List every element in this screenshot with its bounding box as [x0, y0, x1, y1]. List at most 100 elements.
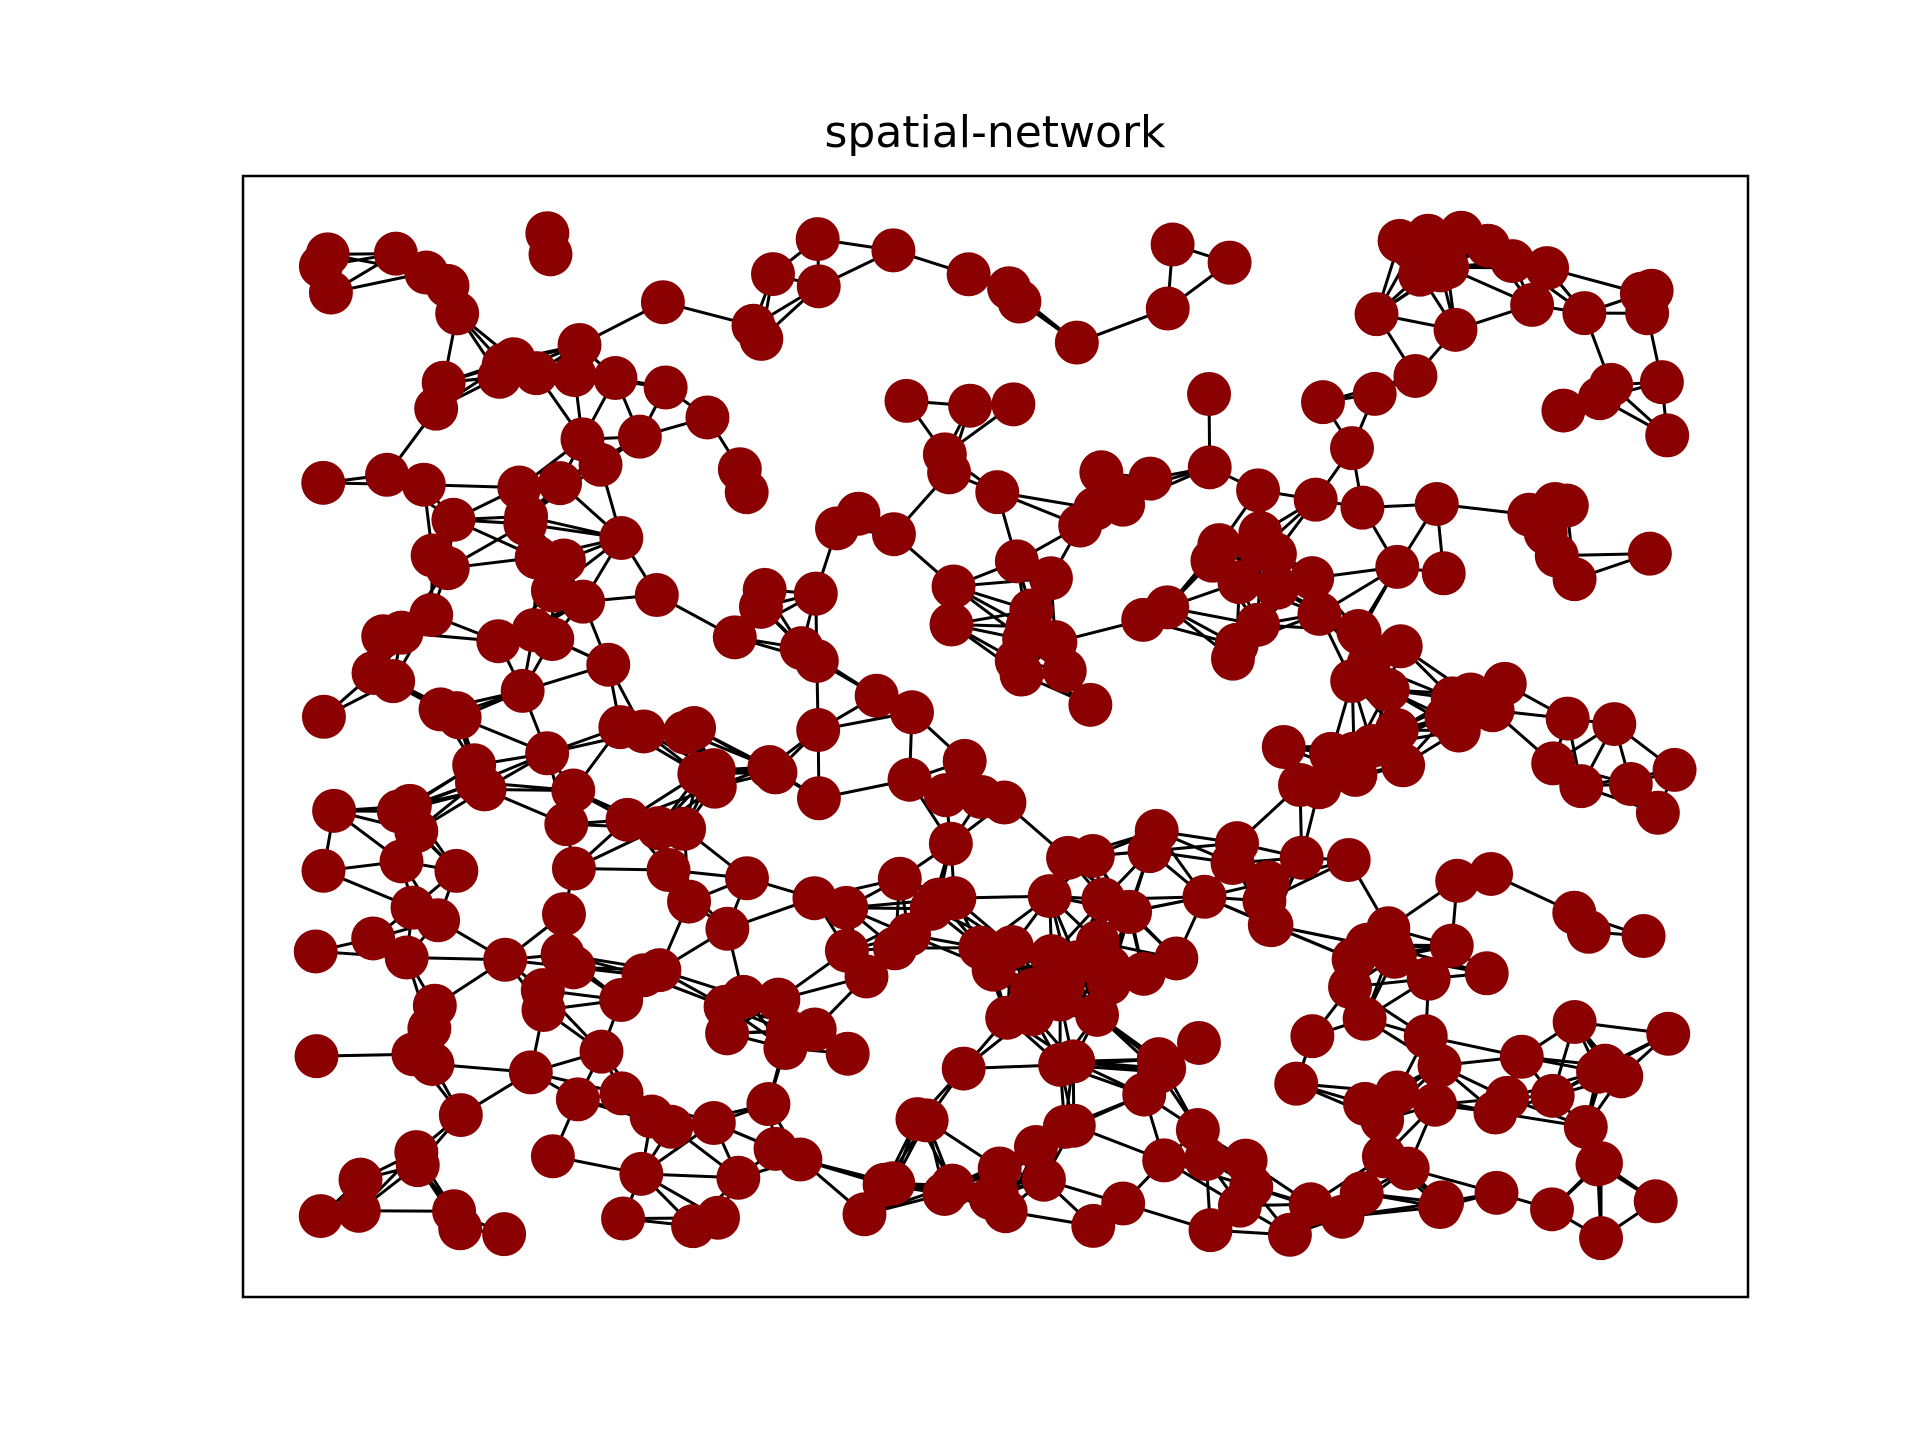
network-node — [1188, 1208, 1233, 1253]
network-node — [1300, 380, 1345, 425]
network-node — [1403, 1014, 1448, 1059]
network-node — [431, 497, 476, 542]
network-node — [990, 925, 1035, 970]
network-node — [1464, 951, 1509, 996]
network-node — [871, 1161, 916, 1206]
network-node — [685, 395, 730, 440]
network-node — [1330, 659, 1375, 704]
network-node — [1393, 353, 1438, 398]
network-node — [987, 266, 1032, 311]
network-node — [1079, 450, 1124, 495]
network-node — [1418, 1185, 1463, 1230]
network-node — [1391, 226, 1436, 271]
network-node — [1255, 565, 1300, 610]
network-node — [1566, 909, 1611, 954]
network-node — [401, 462, 446, 507]
network-node — [404, 250, 449, 295]
network-node — [538, 461, 583, 506]
network-node — [1350, 723, 1395, 768]
network-node — [579, 1029, 624, 1074]
network-node — [1365, 667, 1410, 712]
network-node — [530, 1134, 575, 1179]
network-node — [557, 322, 602, 367]
network-node — [923, 773, 968, 818]
network-node — [929, 602, 974, 647]
network-node — [948, 383, 993, 428]
network-node — [975, 470, 1020, 515]
network-node — [634, 573, 679, 618]
network-node — [500, 668, 545, 713]
network-node — [1054, 320, 1099, 365]
network-node — [1575, 1142, 1620, 1187]
network-node — [525, 731, 570, 776]
network-node — [716, 1155, 761, 1200]
chart-title: spatial-network — [824, 107, 1166, 158]
network-node — [438, 1093, 483, 1138]
network-node — [1070, 833, 1115, 878]
network-node — [932, 876, 977, 921]
network-node — [643, 365, 688, 410]
network-node — [1068, 682, 1113, 727]
network-node — [617, 414, 662, 459]
network-node — [1187, 445, 1232, 490]
network-node — [1033, 620, 1078, 665]
network-node — [887, 757, 932, 802]
network-node — [1406, 956, 1451, 1001]
network-node — [889, 690, 934, 735]
network-node — [521, 987, 566, 1032]
network-node — [792, 1007, 837, 1052]
network-node — [941, 1046, 986, 1091]
network-node — [1592, 702, 1637, 747]
network-node — [1360, 1098, 1405, 1143]
network-node — [999, 652, 1044, 697]
network-node — [1176, 1020, 1221, 1065]
network-node — [1290, 1014, 1335, 1059]
network-node — [1621, 914, 1666, 959]
network-node — [640, 280, 685, 325]
network-node — [1175, 1107, 1220, 1152]
network-node — [844, 954, 889, 999]
plot-frame — [241, 174, 1750, 1299]
network-node — [514, 535, 559, 580]
network-node — [958, 925, 1003, 970]
network-node — [293, 929, 338, 974]
network-node — [1652, 747, 1697, 792]
network-node — [1552, 557, 1597, 602]
network-node — [1433, 307, 1478, 352]
node-layer — [293, 210, 1697, 1261]
network-node — [747, 745, 792, 790]
network-node — [338, 1157, 383, 1202]
network-node — [884, 378, 929, 423]
network-node — [379, 839, 424, 884]
network-node — [1279, 835, 1324, 880]
network-node — [294, 1034, 339, 1079]
network-node — [649, 1104, 694, 1149]
network-node — [922, 1171, 967, 1216]
network-node — [796, 708, 841, 753]
network-node — [1210, 636, 1255, 681]
network-node — [1136, 1049, 1181, 1094]
network-node — [825, 1031, 870, 1076]
network-node — [994, 539, 1039, 584]
network-node — [1242, 879, 1287, 924]
network-node — [1635, 790, 1680, 835]
network-node — [1154, 936, 1199, 981]
network-node — [662, 806, 707, 851]
network-node — [1142, 1138, 1187, 1183]
network-node — [298, 1194, 343, 1239]
network-node — [712, 615, 757, 660]
network-node — [298, 244, 343, 289]
network-node — [1101, 1181, 1146, 1226]
network-node — [551, 846, 596, 891]
network-node — [946, 252, 991, 297]
network-node — [454, 760, 499, 805]
network-node — [1525, 246, 1570, 291]
network-node — [1583, 1043, 1628, 1088]
network-node — [414, 386, 459, 431]
network-node — [1545, 696, 1590, 741]
network-node — [1352, 371, 1397, 416]
network-node — [384, 935, 429, 980]
network-node — [931, 564, 976, 609]
network-node — [1552, 1000, 1597, 1045]
